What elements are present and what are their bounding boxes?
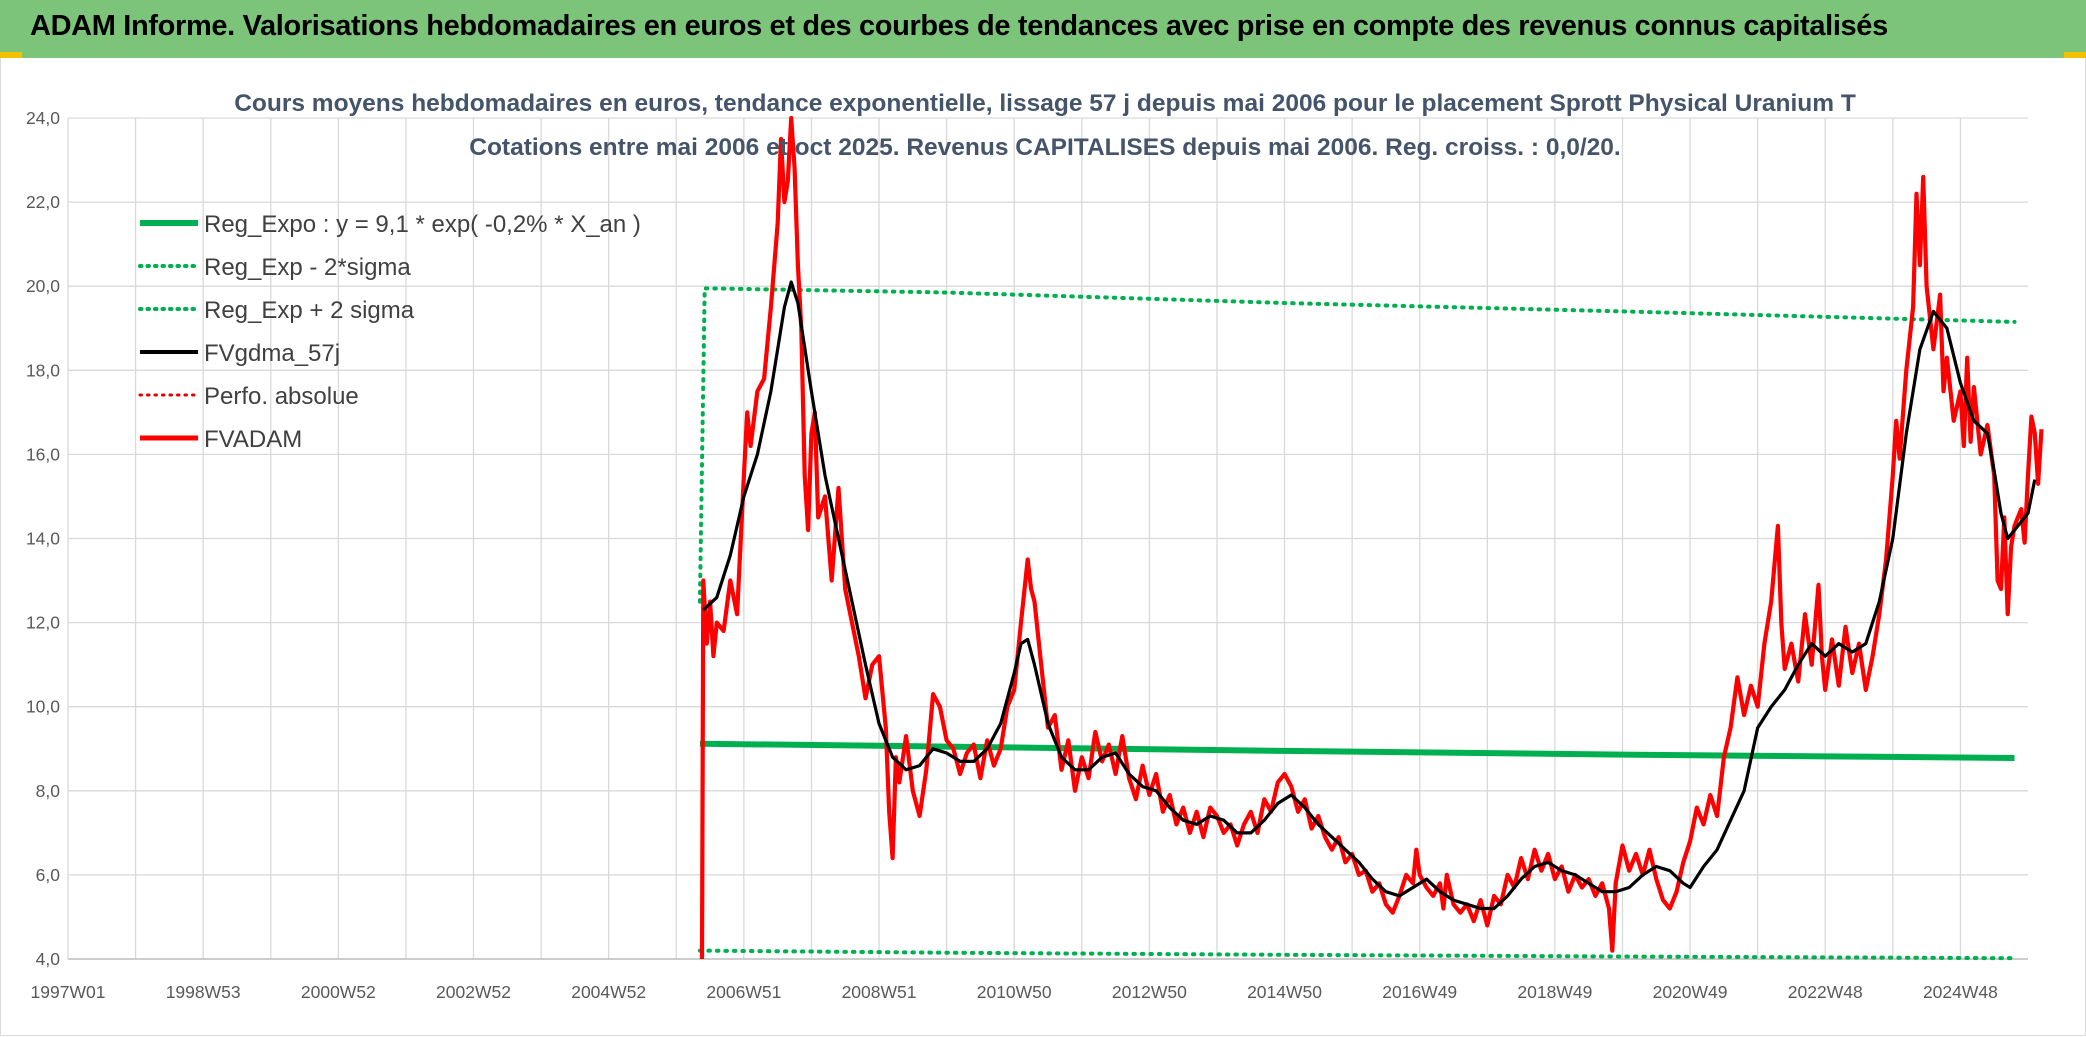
y-tick-label: 12,0	[26, 613, 60, 633]
y-tick-label: 4,0	[36, 949, 61, 969]
y-tick-label: 8,0	[36, 781, 61, 801]
y-tick-label: 14,0	[26, 529, 60, 549]
y-tick-label: 18,0	[26, 360, 60, 380]
report-title: ADAM Informe. Valorisations hebdomadaire…	[30, 10, 1888, 42]
x-tick-label: 2020W49	[1653, 982, 1728, 1002]
series-line-2	[697, 286, 2017, 604]
x-tick-label: 2024W48	[1923, 982, 1998, 1002]
legend-label: Reg_Exp + 2 sigma	[204, 297, 415, 324]
x-tick-label: 2006W51	[706, 982, 781, 1002]
x-tick-label: 2010W50	[977, 982, 1052, 1002]
x-tick-label: 2012W50	[1112, 982, 1187, 1002]
y-tick-label: 10,0	[26, 697, 60, 717]
x-tick-label: 1997W01	[31, 982, 106, 1002]
series-line-3	[702, 280, 2037, 911]
series-line-1	[697, 948, 2017, 961]
report-banner: ADAM Informe. Valorisations hebdomadaire…	[0, 0, 2086, 58]
banner-corner-right	[2064, 52, 2086, 58]
y-tick-label: 22,0	[26, 192, 60, 212]
y-tick-label: 20,0	[26, 276, 60, 296]
legend-label: Reg_Expo : y = 9,1 * exp( -0,2% * X_an )	[204, 211, 641, 238]
x-tick-label: 2008W51	[842, 982, 917, 1002]
legend-label: FVgdma_57j	[204, 340, 340, 367]
x-tick-label: 2014W50	[1247, 982, 1322, 1002]
y-tick-label: 16,0	[26, 444, 60, 464]
x-tick-label: 2022W48	[1788, 982, 1863, 1002]
legend-label: Reg_Exp - 2*sigma	[204, 254, 411, 281]
x-tick-label: 2016W49	[1382, 982, 1457, 1002]
x-tick-label: 1998W53	[166, 982, 241, 1002]
chart-title: Cours moyens hebdomadaires en euros, ten…	[234, 90, 1856, 117]
x-tick-label: 2018W49	[1517, 982, 1592, 1002]
chart-legend: Reg_Expo : y = 9,1 * exp( -0,2% * X_an )…	[138, 211, 641, 453]
y-tick-label: 24,0	[26, 108, 60, 128]
chart-series	[697, 115, 2044, 961]
legend-label: FVADAM	[204, 426, 302, 453]
x-tick-label: 2002W52	[436, 982, 511, 1002]
legend-label: Perfo. absolue	[204, 383, 359, 410]
y-tick-label: 6,0	[36, 865, 61, 885]
chart-subtitle: Cotations entre mai 2006 et oct 2025. Re…	[469, 134, 1621, 161]
x-tick-label: 2004W52	[571, 982, 646, 1002]
x-tick-label: 2000W52	[301, 982, 376, 1002]
chart-ticks: 4,0 6,0 8,0 10,0 12,0 14,0 16,0 18,0 20,0 22,0 24,…	[26, 108, 1998, 1002]
series-line-4	[699, 115, 2044, 960]
chart-grid	[67, 117, 2028, 960]
banner-corner-left	[0, 52, 22, 58]
